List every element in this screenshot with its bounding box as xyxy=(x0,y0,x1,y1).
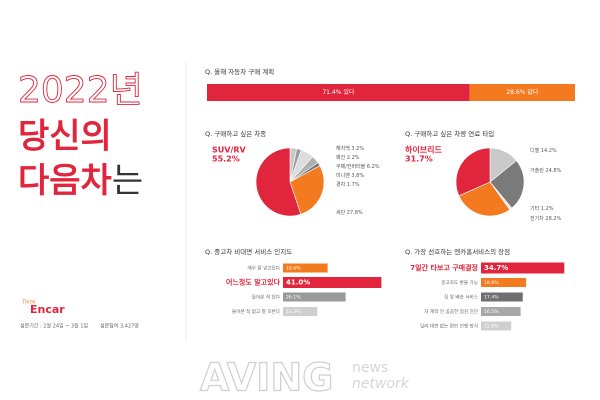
bar xyxy=(283,292,346,302)
bar xyxy=(481,307,521,316)
bar-segment xyxy=(469,84,575,101)
bar-category: 중고차도 환불 가능 xyxy=(441,279,478,286)
pie-slice xyxy=(489,160,525,209)
bar-category: 딜러 대면 없는 편안 진행 방식 xyxy=(420,323,478,330)
chart-title: Q. 가장 선호하는 엔카홈서비스의 장점 xyxy=(405,247,510,256)
value-label: 18.8% xyxy=(484,280,499,286)
bar xyxy=(283,277,382,288)
value-label: 16.5% xyxy=(484,309,499,315)
bar xyxy=(481,262,565,274)
slice-category: 디젤 xyxy=(530,147,540,154)
bar xyxy=(481,321,512,331)
slice-category: 기타 xyxy=(530,205,540,212)
bar xyxy=(481,292,523,302)
pie-slice xyxy=(255,147,302,217)
slice-category: 전기차 xyxy=(530,215,544,222)
slice-category: 해치백 xyxy=(336,145,350,152)
chart-title: Q. 구매하고 싶은 차량 연료 타입 xyxy=(405,129,494,138)
slice-label: 경차 1.7% xyxy=(336,181,360,188)
slice-value: 3.2% xyxy=(351,146,364,152)
watermark-network: network xyxy=(352,376,410,392)
slice-value: 3.8% xyxy=(351,173,364,179)
bar xyxy=(283,307,318,316)
watermark-sub: news xyxy=(352,360,388,376)
pie-slice xyxy=(455,147,491,197)
value-label: 17.4% xyxy=(484,295,499,301)
pie-slice xyxy=(289,165,325,215)
slice-category: 왜건 xyxy=(336,154,346,161)
bar-category: 7일간 타보고 구매결정 xyxy=(410,263,478,272)
slice-value: 1.2% xyxy=(541,206,554,212)
chart-title: Q. 중고차 비대면 서비스 인지도 xyxy=(205,247,292,256)
value-label: 71.4% 있다 xyxy=(322,88,354,96)
value-label: 26.1% xyxy=(286,295,301,301)
bar xyxy=(283,263,328,273)
logo-tagline: Think xyxy=(22,300,37,306)
slice-label: 기타 1.2% xyxy=(530,205,554,212)
slice-value: 1.7% xyxy=(347,182,360,188)
footer-period: 설문기간 : 2월 24일 ~ 3월 1일 xyxy=(20,323,89,330)
bar-category: 차 계약 전 꼼꼼한 점검 진단 xyxy=(424,308,479,315)
slice-label: 왜건 2.2% xyxy=(336,154,360,161)
slice-label: 쿠페/컨버터블 6.2% xyxy=(336,163,380,170)
value-label: 34.7% xyxy=(484,264,508,272)
headline-red: 다음차 xyxy=(18,161,112,201)
highlight-value: 55.2% xyxy=(212,155,240,164)
slice-category: 가솔린 xyxy=(530,167,544,174)
chart-title: Q. 올해 자동차 구매 계획 xyxy=(205,67,274,76)
bar-category: 들어본 적 없고 잘 모른다 xyxy=(232,308,281,315)
bar-category: 매우 잘 알고있다 xyxy=(247,265,280,272)
value-label: 18.6% xyxy=(286,266,301,272)
slice-value: 24.8% xyxy=(545,168,561,174)
slice-value: 27.8% xyxy=(347,210,363,216)
value-label: 14.3% xyxy=(286,309,301,315)
highlight-category: SUV/RV xyxy=(212,146,247,155)
highlight-value: 31.7% xyxy=(405,155,433,164)
logo-name: Encar xyxy=(30,303,65,316)
slice-label: 디젤 14.2% xyxy=(530,147,557,154)
bar xyxy=(481,278,527,287)
value-label: 28.6% 없다 xyxy=(506,88,538,96)
slice-value: 6.2% xyxy=(367,164,380,170)
headline-year: 2022년 xyxy=(18,70,143,111)
slice-category: 경차 xyxy=(336,181,346,188)
slice-label: 해치백 3.2% xyxy=(336,145,364,152)
bar-category: 집 앞 배송 서비스 xyxy=(444,294,478,301)
slice-label: 세단 27.8% xyxy=(336,209,363,216)
headline-line2: 다음차는 xyxy=(18,161,143,201)
slice-label: 가솔린 24.8% xyxy=(530,167,562,174)
chart-title: Q. 구매하고 싶은 차종 xyxy=(205,129,266,138)
slice-category: 미니밴 xyxy=(336,172,350,179)
bar-segment xyxy=(207,84,470,101)
watermark-brand: AVING xyxy=(200,356,333,400)
bar-category: 어느정도 알고있다 xyxy=(226,278,281,287)
slice-category: 세단 xyxy=(336,209,346,216)
value-label: 12.6% xyxy=(484,324,499,330)
footer-respondents: 설문참여 3,427명 xyxy=(100,323,139,330)
headline-line1: 당신의 xyxy=(18,117,112,157)
slice-label: 전기차 28.2% xyxy=(530,215,562,222)
highlight-category: 하이브리드 xyxy=(405,145,442,155)
slice-label: 미니밴 3.8% xyxy=(336,172,364,179)
slice-value: 28.2% xyxy=(545,216,561,222)
value-label: 41.0% xyxy=(286,279,310,287)
bar-category: 들어본 적 있다 xyxy=(252,294,281,301)
slice-value: 14.2% xyxy=(541,148,557,154)
headline-end: 는 xyxy=(112,161,143,201)
slice-value: 2.2% xyxy=(347,155,360,161)
slice-category: 쿠페/컨버터블 xyxy=(336,163,366,170)
